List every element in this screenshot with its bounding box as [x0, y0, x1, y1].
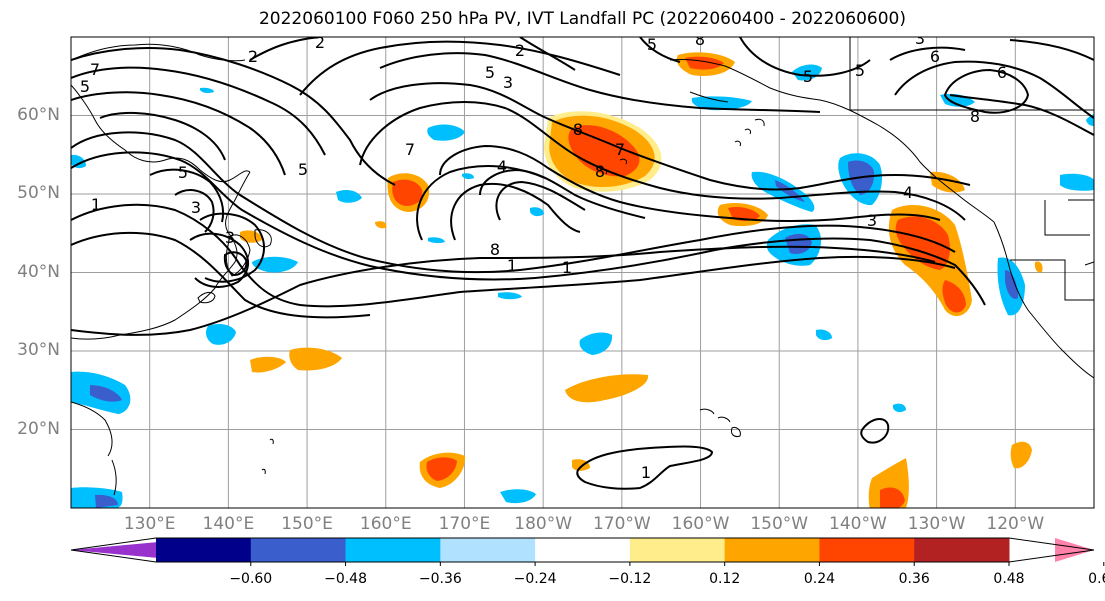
contour-label: 8	[573, 120, 583, 139]
contour-label: 5	[647, 35, 657, 54]
longitude-label: 130°W	[907, 514, 966, 534]
pv-contour-layer	[71, 37, 1094, 490]
longitude-label: 170°W	[592, 514, 651, 534]
colorbar	[70, 537, 1105, 566]
longitude-label: 150°W	[750, 514, 809, 534]
contour-label: 8	[490, 240, 500, 259]
contour-label: 1	[91, 195, 101, 214]
contour-label: 5	[298, 160, 308, 179]
contour-label: 3	[503, 73, 513, 92]
contour-label: 5	[178, 163, 188, 182]
colorbar-bin	[250, 538, 347, 562]
contour-label: 7	[615, 140, 625, 159]
longitude-label: 140°W	[829, 514, 887, 534]
colorbar-bin	[1055, 538, 1094, 562]
positive-anomaly-region	[387, 173, 430, 212]
contour-label: 6	[997, 63, 1007, 82]
contour-label: 8	[595, 162, 605, 181]
longitude-label: 120°W	[986, 514, 1045, 534]
contour-label: 3	[915, 29, 925, 48]
contour-label: 2	[515, 41, 525, 60]
contour-label: 8	[970, 107, 980, 126]
contour-label: 5	[803, 67, 813, 86]
colorbar-tick-label: 0.24	[803, 571, 836, 587]
longitude-label: 170°E	[438, 514, 491, 534]
contour-label: 7	[90, 60, 100, 79]
colorbar-tick-label: −0.24	[513, 571, 557, 587]
colorbar-outline	[70, 537, 1095, 563]
longitude-label: 150°E	[281, 514, 333, 534]
longitude-label: 130°E	[123, 514, 176, 534]
contour-label: 5	[485, 63, 495, 82]
colorbar-tick-label: −0.12	[608, 571, 652, 587]
contour-label: 5	[855, 61, 865, 80]
latitude-label: 20°N	[17, 418, 60, 439]
contour-label: 2	[248, 47, 258, 66]
colorbar-tick-label: −0.36	[418, 571, 462, 587]
contour-label: 1	[507, 256, 517, 275]
longitude-label: 180°W	[514, 514, 573, 534]
contour-label: 2	[315, 33, 325, 52]
contour-label: 1	[562, 258, 572, 277]
colorbar-tick-label: −0.60	[229, 571, 273, 587]
longitude-label: 160°W	[671, 514, 730, 534]
longitude-label: 160°E	[359, 514, 412, 534]
shaded-anomaly-layer	[71, 52, 1094, 508]
contour-label: 4	[903, 183, 913, 202]
colorbar-bin	[629, 538, 726, 562]
colorbar-bin	[440, 538, 536, 562]
colorbar-bin	[156, 538, 252, 562]
colorbar-tick-label: 0.48	[993, 571, 1025, 587]
latitude-label: 50°N	[17, 183, 60, 203]
contour-label: 5	[80, 77, 90, 96]
colorbar-bin	[724, 538, 820, 562]
contour-label: 4	[497, 157, 507, 176]
latitude-label: 60°N	[17, 104, 60, 125]
colorbar-tick-label: 0.36	[898, 571, 930, 587]
longitude-label: 140°E	[202, 514, 255, 534]
contour-label: 7	[405, 140, 415, 159]
colorbar-bin	[345, 538, 441, 562]
colorbar-tick-label: 0.12	[709, 571, 741, 587]
contour-label: 3	[191, 198, 201, 217]
positive-anomaly-region	[544, 111, 662, 192]
positive-anomaly-region	[240, 221, 1043, 508]
latitude-label: 40°N	[17, 261, 60, 282]
colorbar-tick-label: 0.60	[1088, 571, 1105, 587]
figure-title: 2022060100 F060 250 hPa PV, IVT Landfall…	[258, 9, 906, 29]
colorbar-tick-label: −0.48	[324, 571, 367, 587]
contour-label: 8	[695, 30, 705, 49]
colorbar-bin	[535, 538, 631, 562]
map-frame	[70, 36, 1095, 509]
colorbar-bin	[819, 538, 915, 562]
colorbar-bin	[914, 538, 1010, 562]
contour-label: 6	[930, 47, 940, 66]
contour-label: 1	[641, 463, 651, 482]
latitude-label: 30°N	[17, 340, 60, 360]
contour-label: 3	[867, 211, 877, 230]
contour-label: 3	[225, 228, 235, 247]
